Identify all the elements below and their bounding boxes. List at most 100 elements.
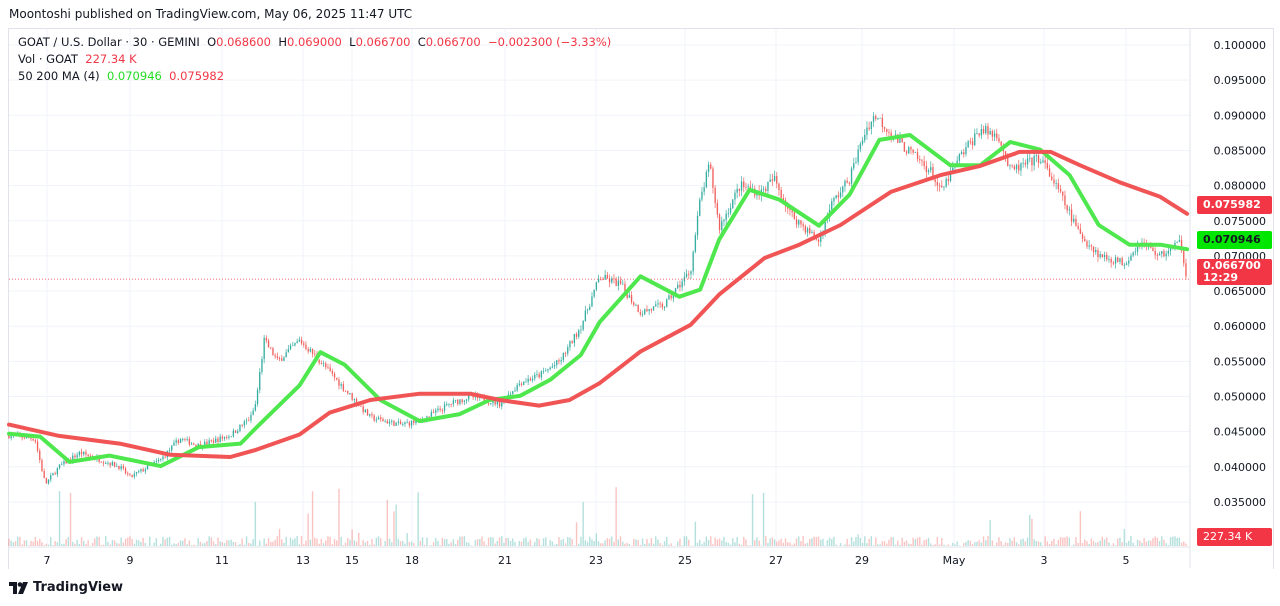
volume-bar: [107, 541, 109, 546]
volume-bar: [52, 545, 54, 546]
volume-bar: [608, 538, 611, 546]
volume-bar: [685, 536, 688, 546]
volume-bar: [938, 544, 941, 546]
candle-body: [941, 185, 943, 188]
volume-bar: [696, 542, 699, 546]
volume-bar: [540, 545, 543, 546]
volume-bar: [604, 540, 606, 546]
candle-body: [206, 441, 208, 445]
volume-bar: [116, 542, 118, 546]
volume-bar: [1185, 543, 1187, 546]
candle-body: [930, 167, 932, 171]
candle-body: [360, 405, 362, 407]
volume-bar: [149, 536, 151, 546]
candle-body: [146, 465, 149, 470]
volume-bar: [417, 492, 419, 546]
volume-bar: [536, 538, 538, 546]
ma200-price-tag: 0.075982: [1197, 196, 1272, 214]
volume-bar: [8, 538, 10, 546]
candle-body: [578, 330, 580, 337]
candle-body: [406, 422, 408, 424]
candle-body: [168, 450, 171, 452]
volume-bar: [87, 540, 89, 546]
volume-bar: [782, 542, 785, 546]
volume-bar: [723, 536, 725, 546]
volume-bar: [877, 544, 879, 546]
volume-bar: [353, 540, 356, 546]
volume-bar: [303, 544, 305, 546]
candle-body: [681, 281, 683, 288]
volume-bar: [1176, 537, 1178, 546]
volume-bar: [787, 542, 789, 546]
candle-body: [635, 304, 637, 306]
candle-body: [985, 126, 987, 134]
candle-body: [1035, 155, 1038, 157]
candle-body: [916, 152, 919, 160]
volume-bar: [177, 542, 180, 546]
candle-body: [617, 280, 620, 286]
candle-body: [1075, 218, 1077, 226]
candle-body: [43, 471, 45, 479]
volume-bar: [338, 488, 340, 546]
ma-label[interactable]: 50 200 MA (4): [18, 69, 100, 83]
candle-body: [439, 408, 441, 410]
legend-ma-row: 50 200 MA (4) 0.070946 0.075982: [18, 68, 611, 85]
volume-bar: [120, 537, 122, 546]
volume-bar: [344, 542, 347, 546]
volume-bar: [36, 540, 39, 546]
candle-body: [564, 352, 567, 354]
volume-bar: [369, 544, 371, 546]
volume-bar: [430, 545, 433, 546]
candle-body: [448, 403, 450, 405]
candle-body: [362, 406, 364, 413]
volume-bar: [1183, 541, 1185, 546]
volume-bar: [965, 541, 967, 546]
candle-body: [652, 306, 655, 311]
candle-body: [1070, 209, 1073, 222]
last-price: 0.066700: [1203, 259, 1261, 272]
volume-bar: [199, 541, 202, 546]
volume-bar: [1011, 540, 1013, 546]
volume-bar: [624, 543, 626, 546]
candle-body: [102, 462, 105, 464]
candle-body: [589, 306, 591, 310]
volume-bar: [703, 542, 705, 546]
volume-bar: [1088, 544, 1090, 546]
volume-bar: [1073, 544, 1075, 546]
volume-bar: [897, 540, 899, 546]
volume-bar: [659, 543, 661, 546]
candle-body: [725, 213, 727, 220]
candle-body: [721, 221, 723, 230]
volume-bar: [1020, 539, 1022, 546]
candle-body: [694, 235, 697, 252]
candle-body: [982, 128, 985, 134]
symbol-name[interactable]: GOAT / U.S. Dollar · 30 · GEMINI: [18, 35, 200, 49]
volume-bar: [94, 538, 96, 546]
candle-body: [1128, 260, 1130, 264]
volume-bar: [560, 540, 562, 546]
candle-body: [76, 455, 78, 458]
candle-body: [879, 117, 881, 119]
candle-body: [947, 178, 950, 181]
volume-bar: [124, 538, 127, 546]
candle-body: [212, 440, 215, 443]
tradingview-logo[interactable]: TradingView: [9, 580, 123, 595]
candle-body: [978, 133, 980, 136]
volume-bar: [1029, 514, 1031, 546]
volume-bar: [943, 544, 945, 546]
candle-body: [404, 422, 406, 425]
candle-body: [520, 383, 523, 385]
volume-label[interactable]: Vol · GOAT: [18, 52, 78, 66]
volume-bar: [30, 540, 32, 546]
candle-body: [1156, 254, 1159, 256]
candle-body: [344, 390, 347, 392]
candle-body: [936, 181, 939, 186]
volume-bar: [1130, 536, 1132, 546]
candle-body: [454, 399, 457, 401]
x-tick-label: 21: [498, 554, 512, 567]
candle-body: [432, 412, 435, 413]
candle-body: [685, 273, 688, 277]
candle-body: [1029, 157, 1031, 159]
volume-bar: [173, 543, 175, 546]
